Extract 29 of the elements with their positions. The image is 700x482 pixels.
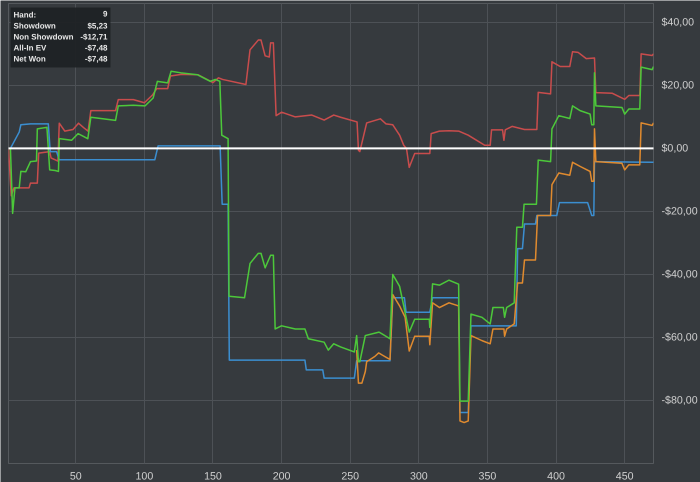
y-tick-label: -$80,00: [662, 394, 698, 406]
annotation: All-In EV: [14, 44, 48, 52]
annotation: 9: [103, 10, 108, 18]
annotation: -$7,48: [84, 44, 108, 52]
annotation: -$7,48: [84, 54, 108, 64]
x-tick-label: 50: [70, 470, 82, 482]
annotation: Non Showdown: [14, 32, 74, 42]
x-tick-label: 150: [204, 470, 222, 482]
annotation: Net Won: [14, 54, 46, 64]
y-tick-label: $40,00: [662, 16, 694, 28]
x-tick-label: 450: [616, 470, 634, 482]
x-tick-label: 250: [341, 470, 360, 482]
line-series: [8, 39, 654, 196]
x-tick-label: 400: [547, 470, 566, 482]
annotation: Hand:: [14, 10, 36, 20]
line-series: [8, 66, 654, 402]
y-tick-label: -$20,00: [662, 205, 698, 218]
line-series: [356, 122, 654, 424]
x-tick-label: 100: [135, 470, 154, 482]
y-tick-label: -$40,00: [662, 268, 698, 280]
y-tick-label: $0,00: [662, 142, 688, 154]
x-tick-label: 350: [478, 470, 496, 482]
y-tick-label: -$60,00: [662, 331, 698, 344]
annotation: Showdown: [14, 22, 56, 30]
x-tick-label: 200: [272, 470, 291, 482]
annotation: -$12,71: [80, 32, 108, 42]
annotation: $5,23: [87, 22, 108, 30]
y-tick-label: $20,00: [662, 79, 694, 92]
x-tick-label: 300: [410, 470, 428, 482]
